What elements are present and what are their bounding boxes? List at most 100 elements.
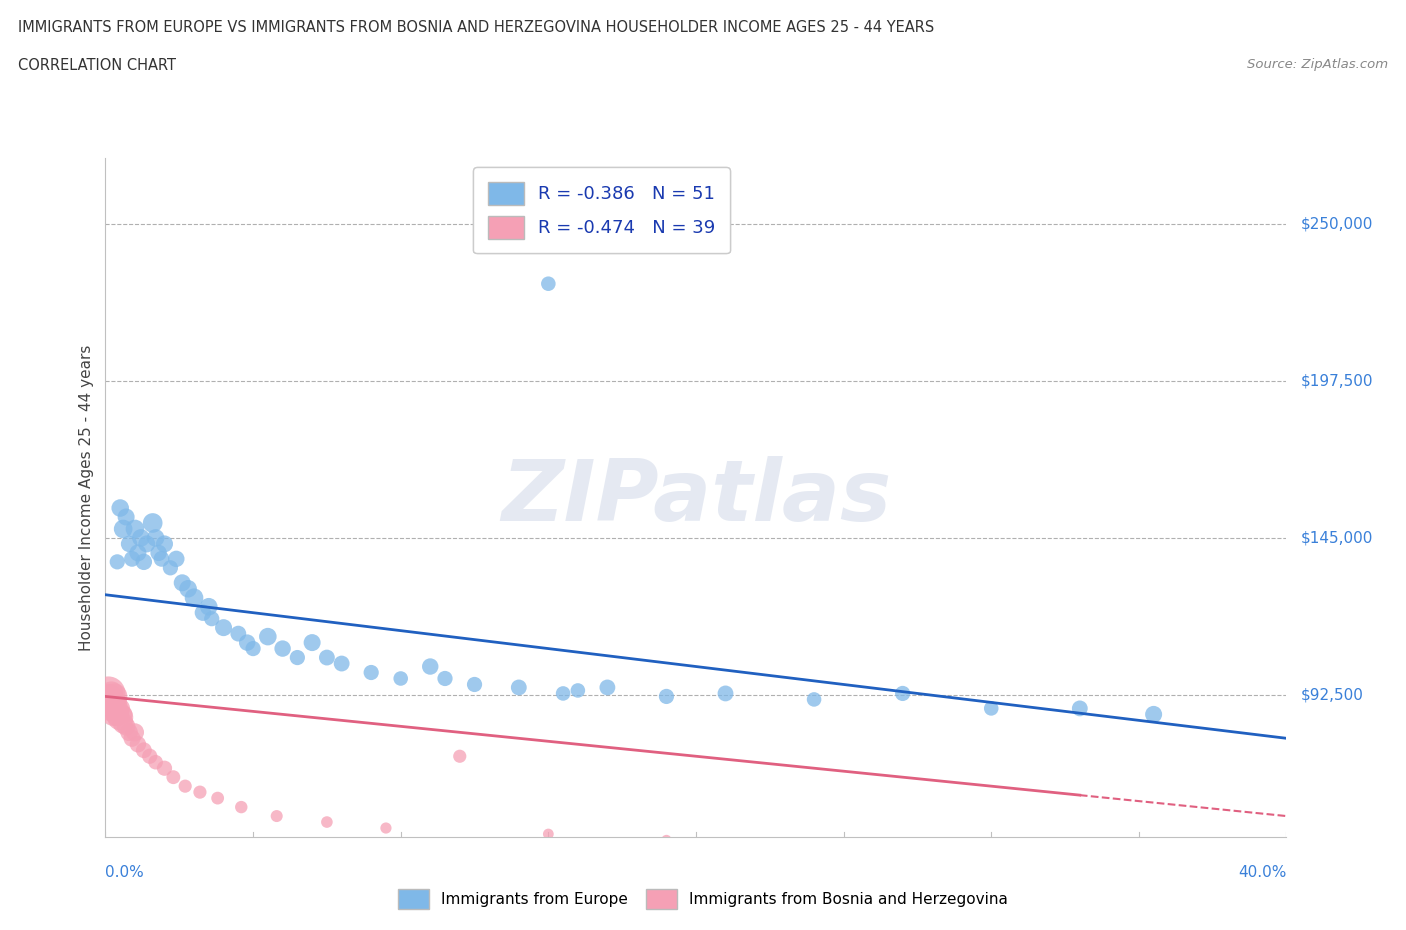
Point [803, 692, 825, 707]
Point [153, 761, 176, 776]
Point [463, 677, 486, 692]
Point [266, 808, 288, 823]
Text: 40.0%: 40.0% [1239, 865, 1286, 880]
Point [360, 665, 382, 680]
Point [389, 671, 412, 686]
Point [271, 641, 294, 656]
Point [153, 537, 176, 551]
Point [1230, 866, 1253, 881]
Point [596, 680, 619, 695]
Point [110, 701, 132, 716]
Point [183, 591, 205, 605]
Point [110, 500, 132, 515]
Point [201, 611, 224, 626]
Point [315, 815, 337, 830]
Point [145, 755, 167, 770]
Text: ZIPatlas: ZIPatlas [501, 456, 891, 539]
Point [242, 641, 264, 656]
Point [449, 749, 471, 764]
Point [197, 599, 219, 614]
Point [100, 701, 122, 716]
Text: $92,500: $92,500 [1301, 687, 1364, 702]
Point [162, 770, 184, 785]
Point [655, 689, 678, 704]
Point [127, 737, 149, 751]
Point [188, 785, 211, 800]
Point [537, 276, 560, 291]
Point [1142, 707, 1164, 722]
Text: CORRELATION CHART: CORRELATION CHART [18, 58, 176, 73]
Point [105, 554, 128, 569]
Point [174, 778, 197, 793]
Point [256, 630, 278, 644]
Point [980, 701, 1002, 716]
Point [118, 537, 141, 551]
Point [315, 650, 337, 665]
Point [115, 510, 138, 525]
Point [118, 724, 141, 739]
Point [121, 551, 143, 566]
Point [112, 707, 135, 722]
Point [129, 530, 152, 545]
Point [148, 545, 170, 560]
Point [105, 707, 128, 722]
Point [655, 832, 678, 847]
Point [105, 695, 128, 710]
Point [103, 701, 125, 716]
Point [226, 626, 250, 641]
Point [433, 671, 456, 686]
Point [124, 724, 146, 739]
Point [803, 839, 825, 854]
Point [714, 686, 737, 701]
Point [103, 689, 125, 704]
Text: 0.0%: 0.0% [105, 865, 145, 880]
Point [103, 704, 125, 719]
Point [110, 710, 132, 724]
Point [301, 635, 323, 650]
Point [374, 820, 396, 835]
Text: $197,500: $197,500 [1301, 374, 1372, 389]
Point [330, 656, 353, 671]
Legend: Immigrants from Europe, Immigrants from Bosnia and Herzegovina: Immigrants from Europe, Immigrants from … [392, 884, 1014, 915]
Legend: R = -0.386   N = 51, R = -0.474   N = 39: R = -0.386 N = 51, R = -0.474 N = 39 [474, 167, 730, 253]
Point [172, 576, 194, 591]
Point [165, 551, 187, 566]
Point [891, 686, 914, 701]
Point [191, 605, 214, 620]
Point [551, 686, 574, 701]
Text: Source: ZipAtlas.com: Source: ZipAtlas.com [1247, 58, 1388, 71]
Point [135, 537, 157, 551]
Point [950, 844, 973, 859]
Point [138, 749, 160, 764]
Point [236, 635, 259, 650]
Point [145, 530, 167, 545]
Y-axis label: Householder Income Ages 25 - 44 years: Householder Income Ages 25 - 44 years [79, 344, 94, 651]
Point [1098, 851, 1121, 866]
Text: IMMIGRANTS FROM EUROPE VS IMMIGRANTS FROM BOSNIA AND HERZEGOVINA HOUSEHOLDER INC: IMMIGRANTS FROM EUROPE VS IMMIGRANTS FRO… [18, 20, 935, 35]
Point [100, 686, 122, 701]
Point [159, 561, 181, 576]
Point [100, 695, 122, 710]
Point [419, 659, 441, 674]
Point [132, 554, 155, 569]
Point [567, 683, 589, 698]
Point [537, 827, 560, 842]
Point [212, 620, 235, 635]
Point [142, 515, 165, 530]
Point [1201, 859, 1223, 874]
Point [1069, 701, 1091, 716]
Point [508, 680, 530, 695]
Point [112, 522, 135, 537]
Point [115, 719, 138, 734]
Point [207, 790, 229, 805]
Point [97, 686, 120, 701]
Point [124, 522, 146, 537]
Text: $145,000: $145,000 [1301, 530, 1372, 545]
Point [112, 716, 135, 731]
Point [287, 650, 309, 665]
Point [127, 545, 149, 560]
Point [231, 800, 253, 815]
Point [132, 743, 155, 758]
Text: $250,000: $250,000 [1301, 217, 1372, 232]
Point [97, 692, 120, 707]
